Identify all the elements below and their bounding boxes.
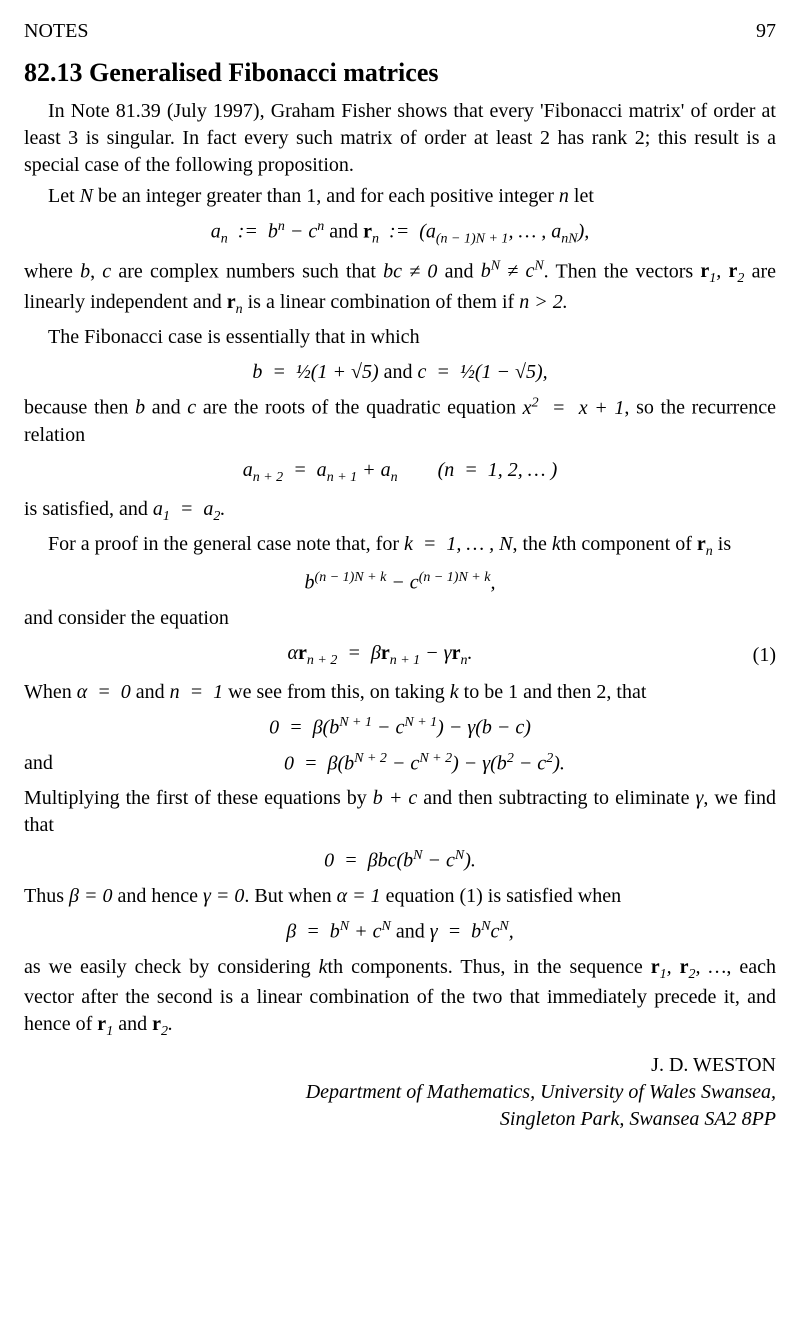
equation-recurrence: an + 2 = an + 1 + an (n = 1, 2, … )	[24, 457, 776, 488]
equation-1: αrn + 2 = βrn + 1 − γrn. (1)	[24, 640, 776, 671]
paragraph-1: In Note 81.39 (July 1997), Graham Fisher…	[24, 98, 776, 179]
equation-zero-2: 0 = β(bN + 2 − cN + 2) − γ(b2 − c2).	[133, 750, 716, 778]
author-affiliation-2: Singleton Park, Swansea SA2 8PP	[24, 1106, 776, 1133]
equation-an-rn: an := bn − cn and rn := (a(n − 1)N + 1, …	[24, 218, 776, 250]
header-left: NOTES	[24, 18, 88, 45]
paragraph-3: where b, c are complex numbers such that…	[24, 258, 776, 320]
paragraph-13: as we easily check by considering kth co…	[24, 954, 776, 1043]
paragraph-9: When α = 0 and n = 1 we see from this, o…	[24, 679, 776, 706]
article-title: 82.13 Generalised Fibonacci matrices	[24, 55, 776, 90]
paragraph-2: Let N be an integer greater than 1, and …	[24, 183, 776, 210]
paragraph-8: and consider the equation	[24, 605, 776, 632]
equation-beta-bc: 0 = βbc(bN − cN).	[24, 847, 776, 875]
equation-component: b(n − 1)N + k − c(n − 1)N + k,	[24, 569, 776, 597]
page-header: NOTES 97	[24, 18, 776, 45]
author-block: J. D. WESTON Department of Mathematics, …	[24, 1052, 776, 1133]
equation-beta-gamma: β = bN + cN and γ = bNcN,	[24, 918, 776, 946]
paragraph-4: The Fibonacci case is essentially that i…	[24, 324, 776, 351]
author-name: J. D. WESTON	[24, 1052, 776, 1079]
equation-zero-2-row: and 0 = β(bN + 2 − cN + 2) − γ(b2 − c2).	[24, 750, 776, 778]
paragraph-11: Multiplying the first of these equations…	[24, 785, 776, 839]
paragraph-7: For a proof in the general case note tha…	[24, 531, 776, 562]
and-label: and	[24, 750, 53, 777]
header-page-number: 97	[756, 18, 776, 45]
paragraph-12: Thus β = 0 and hence γ = 0. But when α =…	[24, 883, 776, 910]
paragraph-6: is satisfied, and a1 = a2.	[24, 496, 776, 527]
equation-zero-1: 0 = β(bN + 1 − cN + 1) − γ(b − c)	[24, 714, 776, 742]
paragraph-5: because then b and c are the roots of th…	[24, 394, 776, 449]
equation-bc-values: b = ½(1 + √5) and c = ½(1 − √5),	[24, 359, 776, 386]
author-affiliation-1: Department of Mathematics, University of…	[24, 1079, 776, 1106]
